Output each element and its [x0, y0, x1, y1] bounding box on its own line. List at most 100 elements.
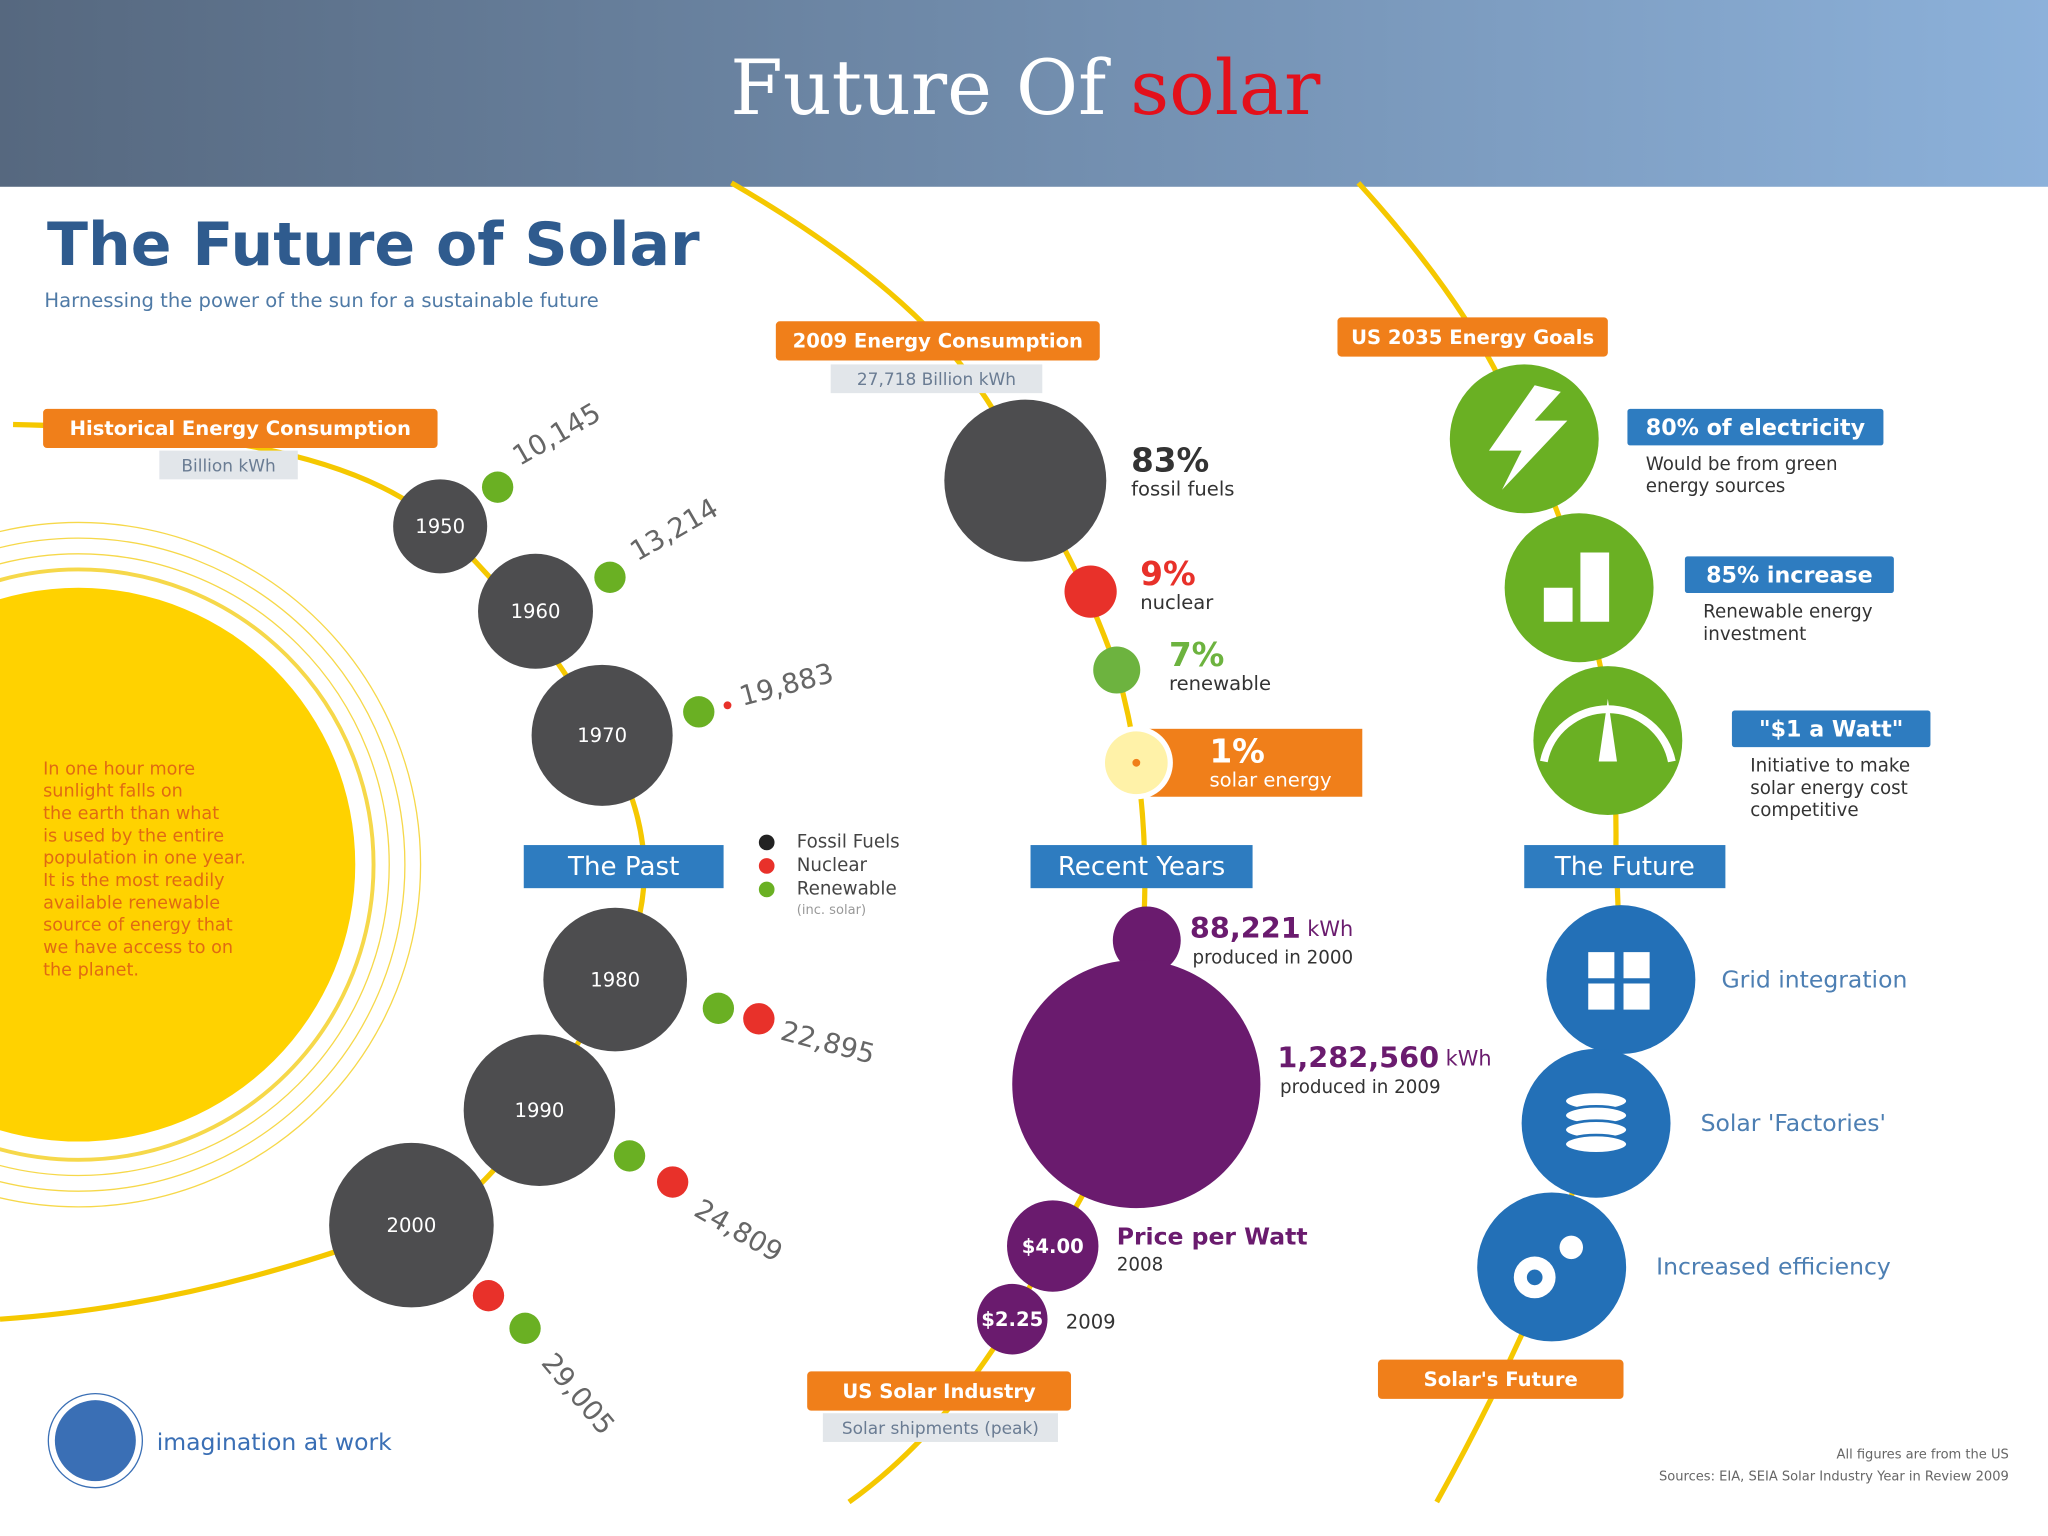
past-unit: Billion kWh: [181, 456, 275, 476]
sun-ring: [0, 537, 406, 1192]
decade-year: 1950: [415, 515, 465, 538]
recent-label: 2009 Energy Consumption: [793, 330, 1083, 353]
bars-icon: [1543, 552, 1610, 622]
sun-ring: [0, 553, 390, 1177]
mix-circle: [944, 399, 1107, 562]
price-circle: [976, 1283, 1048, 1355]
slide-title-text: Future Of: [730, 44, 1130, 132]
energy-dot: [481, 471, 514, 503]
recent-label-box: [775, 321, 1100, 361]
gear-icon: [1559, 1235, 1584, 1260]
bolt-icon: [1488, 385, 1568, 490]
decade-circle: [531, 664, 673, 806]
production-note: produced in 2009: [1280, 1077, 1441, 1098]
future-label-box: [1337, 317, 1608, 357]
recent-heading-box: [1030, 845, 1253, 889]
legend-text: Renewable: [797, 878, 897, 899]
future-footer-label: Solar's Future: [1424, 1368, 1578, 1391]
industry-note-box: [822, 1413, 1058, 1442]
legend-text: Fossil Fuels: [797, 831, 900, 852]
price-title: Price per Watt: [1117, 1223, 1308, 1251]
goal-title-box: [1731, 710, 1931, 748]
sun-fact: the earth than what: [43, 804, 219, 824]
future-item: Increased efficiency: [1656, 1253, 1891, 1281]
infographic-subtitle: Harnessing the power of the sun for a su…: [44, 289, 598, 312]
goal-title-box: [1684, 556, 1894, 593]
mix-source: fossil fuels: [1131, 477, 1234, 500]
production-circle: [1012, 960, 1261, 1209]
energy-dot: [683, 696, 715, 728]
decade-year: 1970: [577, 724, 627, 747]
sun-fact: the planet.: [43, 960, 139, 980]
production-unit: kWh: [1446, 1046, 1492, 1070]
sun-fact: available renewable: [43, 893, 220, 913]
infographic-title: The Future of Solar: [47, 210, 700, 280]
production-number: 88,221: [1190, 911, 1301, 945]
goal-text: investment: [1703, 624, 1806, 645]
legend-note: (inc. solar): [797, 903, 866, 918]
production-value: 1,282,560 kWh: [1277, 1040, 1491, 1074]
sun-fact: source of energy that: [43, 916, 233, 936]
database-icon: [1563, 1133, 1629, 1155]
decade-circle: [329, 1142, 494, 1308]
sun-fact: In one hour more: [43, 759, 195, 779]
energy-dot: [509, 1312, 541, 1344]
mix-share: 83%: [1131, 441, 1209, 479]
goal-text: Would be from green: [1646, 454, 1838, 475]
production-value: 88,221 kWh: [1190, 911, 1353, 945]
recent-total: 27,718 Billion kWh: [857, 370, 1016, 390]
decade-circle: [463, 1034, 616, 1186]
slide-title: Future Of solar: [730, 44, 1321, 132]
solar-dot: [1132, 758, 1141, 767]
energy-dot: [613, 1140, 646, 1172]
sun-ring: [0, 567, 376, 1162]
future-label: US 2035 Energy Goals: [1351, 326, 1594, 349]
goal-text: solar energy cost: [1750, 778, 1908, 799]
decade-circle: [543, 907, 688, 1052]
mix-source: nuclear: [1140, 591, 1214, 614]
price-value: $4.00: [1022, 1235, 1084, 1258]
recent-heading: Recent Years: [1058, 852, 1225, 882]
past-unit-box: [159, 450, 298, 480]
grid-icon: [1588, 952, 1650, 1010]
goal-text: energy sources: [1646, 476, 1786, 497]
footer-sources: Sources: EIA, SEIA Solar Industry Year i…: [1659, 1470, 2009, 1485]
energy-dot: [743, 1003, 775, 1035]
footer-note: All figures are from the US: [1837, 1448, 2009, 1463]
gauge-needle: [1598, 698, 1617, 762]
industry-label-box: [807, 1371, 1072, 1411]
past-heading: The Past: [567, 852, 679, 882]
price-value: $2.25: [981, 1308, 1043, 1331]
goal-circle: [1504, 513, 1654, 663]
goal-title: 80% of electricity: [1646, 415, 1866, 441]
energy-dot: [472, 1280, 505, 1312]
goal-title: 85% increase: [1706, 563, 1873, 589]
legend-dot: [758, 834, 775, 851]
goal-text: Renewable energy: [1703, 602, 1873, 623]
energy-dot: [594, 561, 626, 593]
logo: [54, 1400, 136, 1482]
header-band: [0, 0, 2048, 191]
goal-title-box: [1627, 408, 1884, 446]
decade-circle: [393, 479, 488, 574]
price-circle: [1007, 1200, 1099, 1292]
future-circle: [1546, 905, 1696, 1055]
mix-circle: [1064, 565, 1117, 618]
future-heading: The Future: [1554, 852, 1695, 882]
sun-fact: is used by the entire: [43, 826, 224, 846]
sun: [0, 587, 356, 1142]
brand-tagline: imagination at work: [157, 1428, 392, 1456]
decade-year: 2000: [387, 1214, 437, 1237]
legend-dot: [758, 858, 775, 874]
sun-fact: It is the most readily: [43, 871, 224, 891]
decade-circle: [478, 553, 593, 669]
price-year: 2008: [1117, 1255, 1164, 1276]
decade-year: 1980: [590, 968, 640, 991]
legend-text: Nuclear: [797, 855, 868, 876]
sun-fact: population in one year.: [43, 849, 246, 869]
energy-dot: [723, 701, 732, 710]
production-note: produced in 2000: [1192, 948, 1353, 969]
future-heading-box: [1524, 845, 1726, 889]
production-number: 1,282,560: [1277, 1040, 1439, 1074]
